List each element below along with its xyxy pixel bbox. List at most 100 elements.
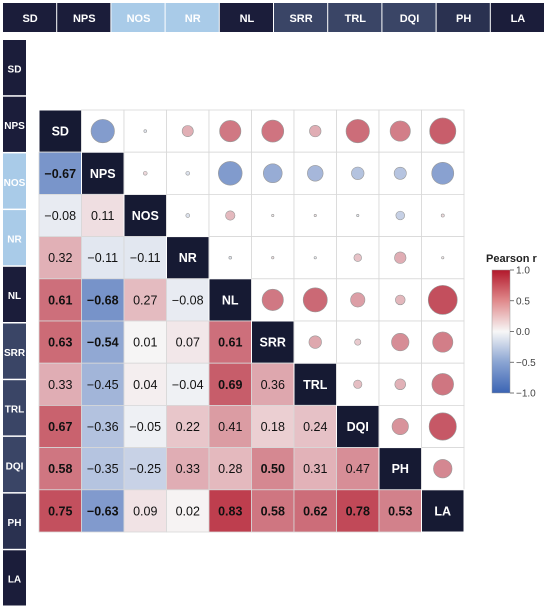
value-label: −0.05 (129, 420, 161, 434)
diag-label: DQI (347, 420, 369, 434)
correlation-circle (271, 214, 275, 218)
cell-srr-la (421, 320, 465, 364)
correlation-circle (90, 119, 115, 144)
cell-ph-dqi: 0.47 (336, 447, 380, 491)
cell-la-dqi: 0.78 (336, 489, 380, 533)
cell-nl-la (421, 278, 465, 322)
value-label: 0.78 (346, 504, 370, 518)
cell-la-trl: 0.62 (293, 489, 337, 533)
cell-nps-nl (208, 151, 252, 195)
value-label: 0.58 (261, 504, 285, 518)
diag-label: TRL (303, 378, 328, 392)
value-label: 0.53 (388, 504, 412, 518)
svg-text:NPS: NPS (73, 13, 96, 25)
cell-la-nos: 0.09 (123, 489, 167, 533)
svg-text:NR: NR (185, 13, 201, 25)
svg-text:DQI: DQI (6, 461, 24, 472)
legend-colorbar (491, 269, 511, 394)
value-label: −0.35 (87, 462, 119, 476)
left-label-nl: NL (3, 266, 26, 322)
value-label: 0.33 (176, 462, 200, 476)
value-label: 0.28 (218, 462, 242, 476)
legend-tick: −0.5 (510, 358, 536, 369)
svg-text:SRR: SRR (4, 348, 26, 359)
value-label: −0.67 (44, 167, 76, 181)
cell-nr-nps: −0.11 (81, 236, 125, 280)
value-label: 0.69 (218, 378, 242, 392)
cell-la-nr: 0.02 (166, 489, 210, 533)
value-label: 0.47 (346, 462, 370, 476)
cell-la-sd: 0.75 (38, 489, 82, 533)
cell-srr-nos: 0.01 (123, 320, 167, 364)
cell-nos-sd: −0.08 (38, 193, 82, 237)
value-label: 0.83 (218, 504, 242, 518)
svg-text:TRL: TRL (5, 405, 24, 416)
value-label: 0.36 (261, 378, 285, 392)
top-label-nr: NR (165, 3, 219, 32)
correlation-circle (431, 373, 454, 396)
cell-trl-sd: 0.33 (38, 362, 82, 406)
correlation-circle (428, 412, 457, 441)
svg-text:NPS: NPS (4, 121, 25, 132)
cell-nr-sd: 0.32 (38, 236, 82, 280)
cell-nos-trl (293, 193, 337, 237)
cell-trl-nr: −0.04 (166, 362, 210, 406)
cell-sd-nps (81, 109, 125, 153)
legend-tick: 1.0 (510, 266, 530, 277)
correlation-circle (433, 459, 453, 479)
cell-nr-trl (293, 236, 337, 280)
cell-nps-sd: −0.67 (38, 151, 82, 195)
value-label: 0.58 (48, 462, 72, 476)
cell-nos-nps: 0.11 (81, 193, 125, 237)
cell-dqi-dqi: DQI (336, 404, 380, 449)
correlation-circle (228, 256, 232, 260)
value-label: −0.11 (87, 251, 118, 265)
correlation-circle (307, 165, 324, 182)
cell-dqi-nl: 0.41 (208, 404, 252, 448)
svg-text:NOS: NOS (4, 178, 26, 189)
diag-label: SD (52, 125, 69, 139)
correlation-circle (353, 253, 362, 262)
cell-srr-nr: 0.07 (166, 320, 210, 364)
svg-text:NR: NR (7, 234, 22, 245)
top-label-ph: PH (436, 3, 490, 32)
diag-label: SRR (260, 336, 286, 350)
cell-srr-ph (378, 320, 422, 364)
correlation-circle (427, 285, 458, 315)
value-label: 0.11 (91, 209, 114, 223)
cell-nos-srr (251, 193, 295, 237)
value-label: −0.36 (87, 420, 119, 434)
cell-sd-nr (166, 109, 210, 153)
value-label: −0.25 (129, 462, 161, 476)
cell-nl-sd: 0.61 (38, 278, 82, 322)
left-label-dqi: DQI (3, 436, 26, 493)
correlation-circle (354, 338, 362, 346)
correlation-circle (432, 331, 454, 353)
legend: Pearson r 1.0 0.5 0.0 −0.5 −1.0 (486, 253, 537, 400)
cell-ph-sd: 0.58 (38, 447, 82, 491)
value-label: −0.08 (172, 293, 204, 307)
cell-la-nps: −0.63 (81, 489, 125, 533)
value-label: 0.24 (303, 420, 327, 434)
left-label-la: LA (3, 550, 26, 606)
value-label: 0.33 (48, 378, 72, 392)
cell-srr-nl: 0.61 (208, 320, 252, 364)
left-label-ph: PH (3, 493, 26, 549)
value-label: 0.04 (133, 378, 157, 392)
cell-ph-srr: 0.50 (251, 447, 295, 491)
correlation-circle (395, 210, 405, 221)
cell-nos-la (421, 193, 465, 237)
legend-title: Pearson r (486, 253, 537, 265)
correlation-circle (262, 163, 283, 184)
correlation-circle (391, 333, 410, 352)
value-label: −0.08 (44, 209, 76, 223)
cell-ph-nos: −0.25 (123, 447, 167, 491)
cell-nr-ph (378, 236, 422, 280)
svg-text:NOS: NOS (127, 13, 151, 25)
correlation-matrix: SD −0.67 NPS −0.08 0.11 NOS 0.32 −0.11 −0.11 NR 0.… (38, 109, 465, 533)
cell-nps-la (421, 151, 465, 195)
cell-sd-nos (123, 109, 167, 153)
cell-nps-dqi (336, 151, 380, 195)
value-label: 0.41 (218, 420, 242, 434)
